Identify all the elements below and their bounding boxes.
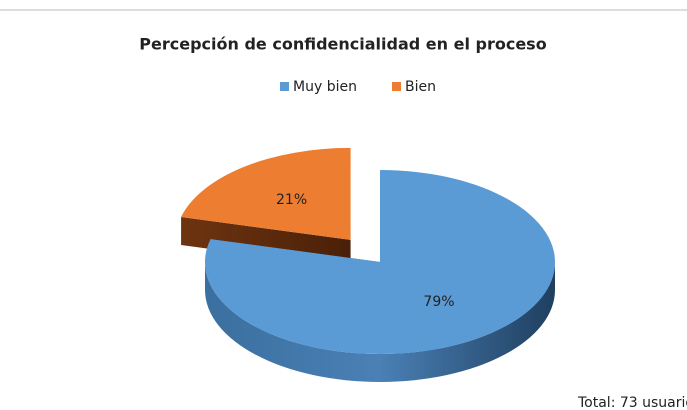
- annotation: Total: 73 usuarios: [577, 395, 687, 410]
- chart-title: Percepción de confidencialidad en el pro…: [139, 35, 546, 54]
- legend-swatch: [280, 82, 289, 91]
- slice-top: [181, 147, 351, 240]
- slice: 79%: [204, 170, 556, 382]
- legend: Muy bien Bien: [280, 79, 436, 95]
- legend-swatch: [392, 82, 401, 91]
- legend-label: Bien: [405, 79, 436, 95]
- data-label: 21%: [276, 192, 307, 208]
- data-label: 79%: [423, 294, 454, 310]
- slice-top: [204, 170, 556, 354]
- slice-wall: [205, 262, 555, 382]
- legend-label: Muy bien: [293, 79, 357, 95]
- pie: 21% 79%: [181, 147, 556, 382]
